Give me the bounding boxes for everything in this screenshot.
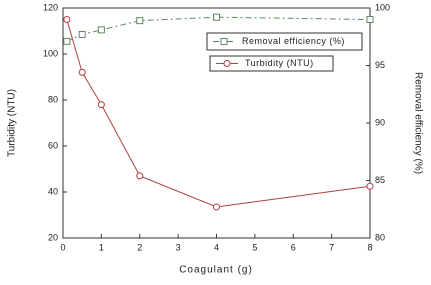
x-tick-label: 1 [99,242,104,252]
legend-box [206,32,363,51]
x-tick-label: 8 [367,242,372,252]
legend-marker [220,38,228,45]
x-tick-label: 2 [137,242,142,252]
x-tick-label: 5 [252,242,257,252]
marker [366,16,374,23]
y-tick-label: 80 [48,94,58,104]
marker [63,37,71,45]
x-tick-label: 3 [176,242,181,252]
y-tick-label: 40 [48,186,58,196]
series-line [66,19,371,208]
y2-tick-label: 100 [375,2,390,12]
y-tick-label: 100 [43,48,58,58]
marker [63,16,71,23]
legend-label: Turbidity (NTU) [245,58,314,68]
marker [213,203,220,211]
marker [366,182,374,190]
y-tick-label: 20 [48,232,58,242]
marker [136,17,144,25]
y2-tick-label: 80 [375,232,385,242]
marker [78,68,86,76]
x-tick-label: 6 [291,242,296,252]
y2-tick-label: 95 [375,60,385,70]
x-tick-label: 7 [329,242,334,252]
x-tick-label: 4 [214,242,219,252]
legend-marker [223,60,231,67]
marker [213,13,220,21]
y2-tick-label: 85 [375,175,385,185]
marker [97,101,105,109]
marker [136,172,144,180]
y-tick-label: 60 [48,140,58,150]
marker [78,30,86,38]
x-axis-label: Coagulant (g) [179,265,253,276]
legend-box [209,55,334,72]
y2-axis-label: Removal efficiency (%) [412,72,423,174]
y2-tick-label: 90 [375,117,385,127]
marker [97,26,105,34]
y-tick-label: 120 [43,2,58,12]
legend-label: Removal efficiency (%) [242,36,345,46]
y-axis-label: Turbidity (NTU) [7,89,18,157]
x-tick-label: 0 [60,242,65,252]
